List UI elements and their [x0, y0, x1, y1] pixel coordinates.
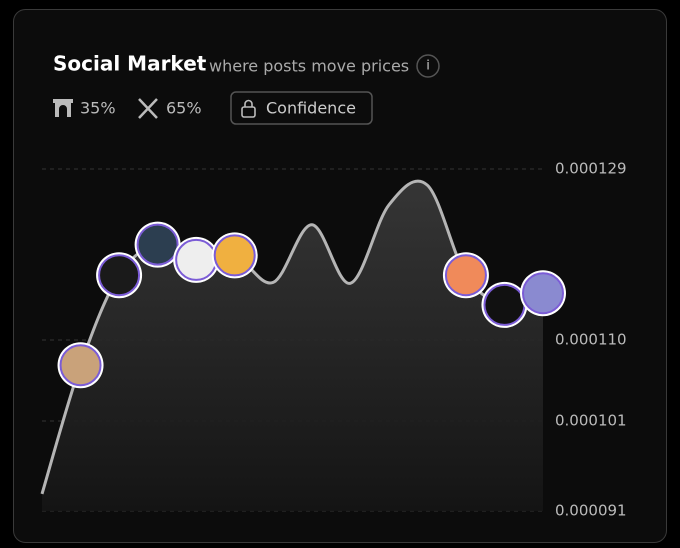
lock-shackle [244, 99, 253, 107]
y-tick-label: 0.000129 [555, 160, 627, 178]
avatar [483, 283, 526, 326]
lock-icon [241, 106, 256, 118]
info-button[interactable] [416, 54, 440, 78]
source-icon [53, 99, 73, 117]
confidence-label: Confidence [266, 99, 356, 118]
avatar [136, 223, 179, 266]
y-tick-label: 0.000091 [555, 502, 627, 520]
source-share: 65% [166, 99, 202, 118]
y-tick-label: 0.000101 [555, 412, 627, 430]
x-icon [138, 98, 158, 119]
avatar [213, 234, 256, 277]
avatar [522, 272, 564, 315]
source-share: 35% [80, 99, 116, 118]
avatar [98, 254, 141, 297]
info-label: i [426, 59, 430, 74]
avatar [444, 254, 487, 297]
y-tick-label: 0.000110 [555, 331, 627, 349]
avatar [175, 238, 218, 281]
avatar [59, 344, 102, 387]
title: Social Market [53, 52, 207, 76]
confidence-button[interactable] [230, 91, 373, 125]
subtitle: where posts move prices [209, 57, 409, 76]
